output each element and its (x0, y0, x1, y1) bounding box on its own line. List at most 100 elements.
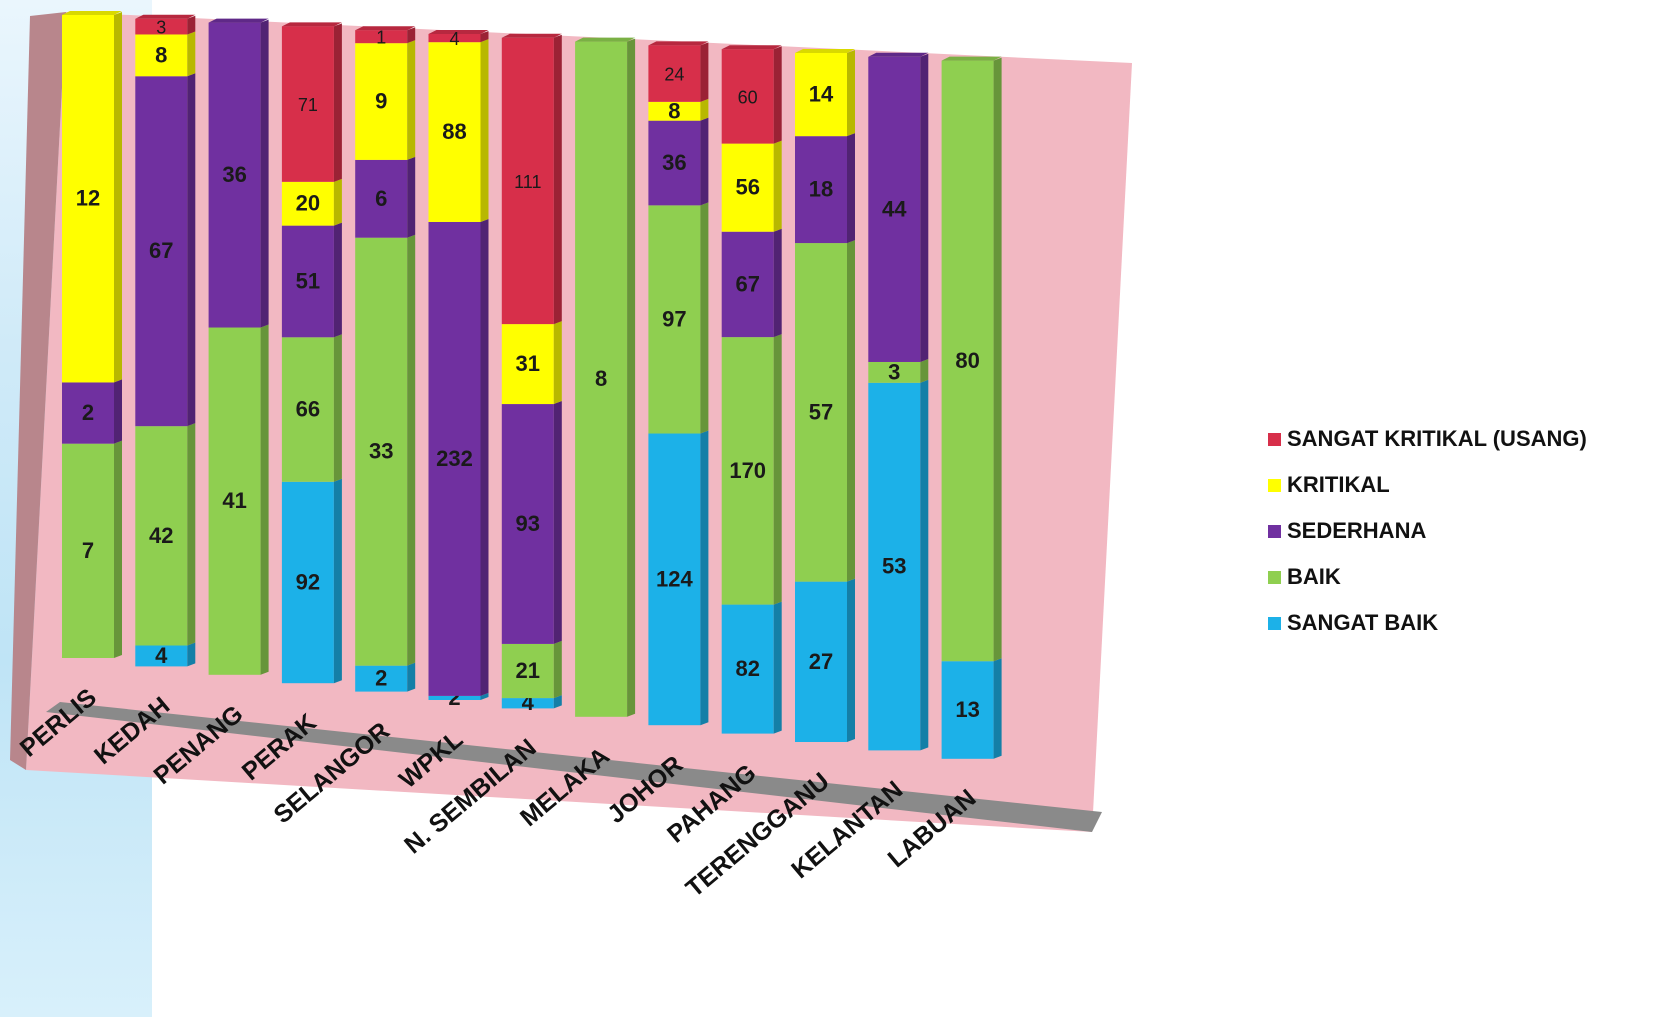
bar-side-face (553, 34, 562, 325)
bar-side-face (333, 222, 342, 338)
bar-front-face (721, 49, 774, 144)
bar-front-face (868, 56, 921, 362)
data-label: 9 (375, 89, 387, 114)
bar-front-face (355, 159, 408, 238)
bar-side-face (114, 12, 122, 383)
bar-front-face (721, 604, 774, 734)
data-label: 124 (656, 566, 693, 591)
bar-segment-wpkl-sangat-kritikal-usang (428, 30, 489, 43)
bar-side-face (333, 334, 342, 482)
bar-front-face (868, 382, 921, 751)
bar-side-face (553, 640, 562, 699)
bar-side-face (700, 202, 709, 434)
bar-front-face (501, 404, 554, 644)
bar-side-face (114, 379, 122, 444)
bar-side-face (114, 440, 122, 658)
bar-front-face (428, 695, 481, 700)
bar-top-cap (575, 37, 636, 42)
bar-front-face (135, 76, 188, 427)
bar-top-cap (501, 33, 562, 38)
bar-front-face (721, 143, 774, 232)
data-label: 8 (155, 42, 167, 67)
data-label: 111 (514, 172, 541, 192)
data-label: 8 (668, 98, 680, 123)
bar-segment-n-sembilan-sederhana (501, 401, 562, 644)
data-label: 2 (375, 666, 387, 691)
data-label: 4 (155, 643, 168, 668)
bar-side-face (773, 601, 782, 734)
bar-segment-melaka-baik (575, 37, 636, 717)
bar-side-face (187, 15, 196, 35)
bar-side-face (553, 321, 562, 405)
bar-side-face (920, 379, 929, 751)
bar-side-face (187, 73, 196, 427)
data-label: 51 (296, 268, 320, 293)
bar-segment-kelantan-baik (868, 358, 929, 383)
data-label: 21 (516, 658, 540, 683)
data-label: 4 (449, 29, 459, 49)
data-label: 82 (735, 656, 759, 681)
bar-front-face (795, 581, 847, 742)
data-label: 44 (882, 196, 907, 221)
bar-front-face (428, 34, 481, 43)
bar-side-face (480, 218, 489, 696)
bar-segment-kedah-kritikal (135, 31, 196, 77)
legend-label: SANGAT KRITIKAL (USANG) (1287, 426, 1587, 451)
data-label: 67 (149, 238, 173, 263)
bar-side-face (773, 46, 782, 144)
bar-front-face (281, 481, 334, 684)
bar-side-face (847, 50, 855, 137)
bar-top-cap (428, 30, 489, 34)
bar-side-face (260, 324, 269, 675)
bar-front-face (281, 26, 334, 182)
bar-side-face (773, 228, 782, 338)
bar-segment-terengganu-sederhana (795, 133, 855, 244)
bar-side-face (333, 23, 342, 182)
bar-top-cap (135, 14, 196, 19)
data-label: 60 (738, 87, 758, 107)
bar-segment-n-sembilan-baik (501, 640, 562, 699)
bar-side-face (553, 695, 562, 709)
data-label: 31 (516, 351, 540, 376)
bar-front-face (355, 30, 408, 44)
bar-front-face (648, 205, 701, 434)
bar-top-cap (355, 26, 416, 31)
bar-segment-terengganu-sangat-baik (795, 578, 855, 742)
legend-swatch (1268, 432, 1281, 446)
bar-segment-n-sembilan-sangat-kritikal-usang (501, 33, 562, 325)
data-label: 71 (298, 95, 318, 115)
bar-segment-perlis-baik (62, 440, 122, 658)
data-label: 97 (662, 306, 686, 331)
bar-side-face (407, 662, 416, 692)
bar-front-face (355, 43, 408, 160)
data-label: 66 (296, 397, 320, 422)
data-label: 14 (809, 82, 834, 107)
bar-segment-kelantan-sangat-baik (868, 379, 929, 751)
bar-segment-kedah-baik (135, 423, 196, 646)
bar-segment-pahang-sangat-baik (721, 601, 782, 734)
legend-label: SANGAT BAIK (1287, 610, 1439, 635)
bar-front-face (795, 136, 847, 244)
legend-label: KRITIKAL (1287, 472, 1390, 497)
bar-front-face (62, 15, 114, 383)
bar-front-face (135, 18, 188, 35)
data-label: 18 (809, 177, 833, 202)
bar-segment-n-sembilan-kritikal (501, 321, 562, 405)
bar-side-face (773, 140, 782, 232)
bar-top-cap (62, 11, 122, 15)
bar-segment-terengganu-baik (795, 240, 855, 582)
data-label: 67 (735, 271, 759, 296)
bar-side-face (187, 31, 196, 77)
bar-segment-kelantan-sederhana (868, 52, 929, 362)
bar-segment-perak-sangat-baik (281, 478, 342, 684)
bar-side-face (407, 156, 416, 238)
bar-side-face (553, 401, 562, 644)
bar-segment-johor-sangat-kritikal-usang (648, 41, 709, 102)
bar-side-face (700, 42, 709, 102)
bar-side-face (480, 39, 489, 222)
data-label: 20 (296, 191, 320, 216)
bar-front-face (941, 661, 994, 759)
bar-segment-kedah-sederhana (135, 73, 196, 427)
bar-segment-labuan-baik (941, 56, 1002, 662)
bar-segment-penang-sederhana (208, 18, 269, 328)
